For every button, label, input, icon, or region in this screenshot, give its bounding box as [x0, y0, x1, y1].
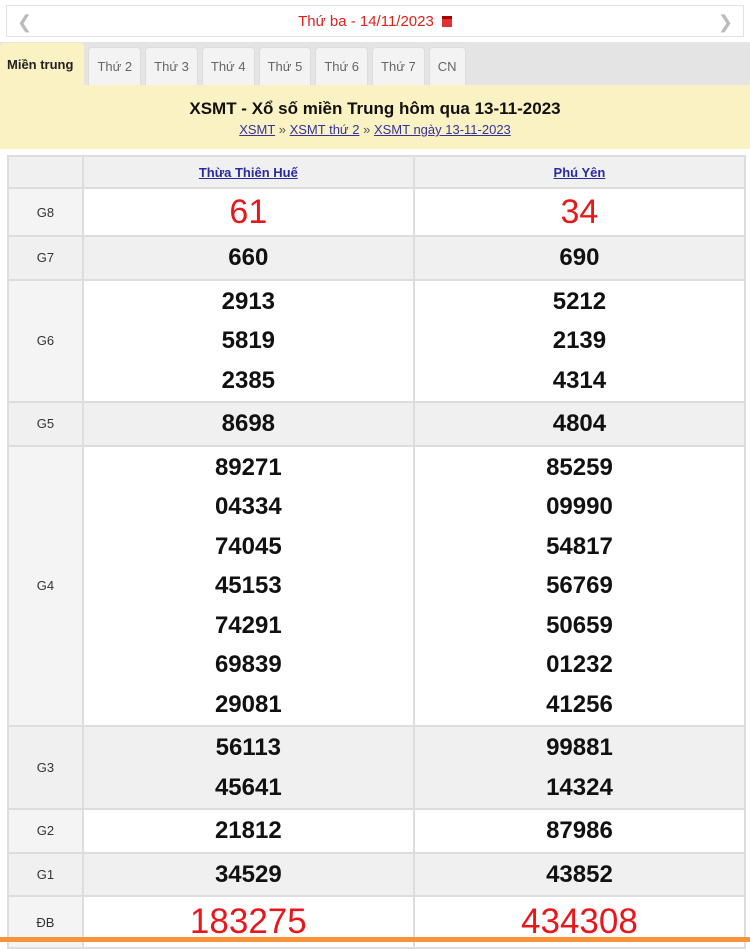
prize-cell: 34529	[81, 851, 415, 897]
prize-cell: 690	[412, 235, 747, 281]
prize-number: 21812	[214, 817, 282, 844]
prize-cell: 5212 2139 4314	[412, 278, 747, 403]
footer-bar	[0, 937, 750, 942]
prize-number: 660	[228, 244, 269, 271]
prize-number: 690	[559, 244, 600, 271]
prize-number: 2913	[221, 287, 276, 315]
prize-label: G6	[7, 278, 84, 403]
prize-number: 04334	[214, 493, 282, 520]
prize-number: 09990	[546, 493, 613, 520]
prize-number: 34	[560, 193, 599, 231]
date-label[interactable]: Thứ ba - 14/11/2023	[298, 12, 434, 30]
prize-row: G8 61 34	[7, 187, 747, 237]
prize-cell: 8698	[81, 401, 415, 447]
prize-label: G3	[7, 725, 84, 810]
prize-cell: 61	[81, 187, 415, 237]
prize-row: G6 2913 5819 2385 5212 2139 4314	[7, 278, 747, 403]
breadcrumb-separator: »	[363, 122, 371, 137]
prize-number: 14324	[546, 773, 613, 801]
tab-5[interactable]: Thứ 6	[315, 47, 369, 85]
page-title: XSMT - Xổ số miền Trung hôm qua 13-11-20…	[189, 99, 561, 118]
prize-number: 89271	[214, 453, 282, 481]
prize-number: 74045	[214, 532, 282, 560]
prize-number: 2139	[552, 327, 607, 354]
breadcrumb-xsmt[interactable]: XSMT	[239, 122, 276, 137]
prize-number: 87986	[546, 817, 613, 844]
prize-cell: 89271 04334 74045 45153 74291 69839 29081	[81, 444, 415, 727]
prize-number: 434308	[521, 902, 638, 941]
day-tabs: Miền trung Thứ 2 Thứ 3 Thứ 4 Thứ 5 Thứ 6 Thứ 7…	[0, 42, 750, 85]
tab-0[interactable]: Miền trung	[0, 43, 85, 85]
prize-header	[7, 155, 84, 189]
prize-cell: 2913 5819 2385	[81, 278, 415, 403]
prize-row: G5 8698 4804	[7, 401, 747, 447]
province-header: Phú Yên	[412, 155, 747, 189]
prize-row: G1 34529 43852	[7, 851, 747, 897]
prize-row: G2 21812 87986	[7, 808, 747, 854]
prize-cell: 4804	[412, 401, 747, 447]
prize-row: G7 660 690	[7, 235, 747, 281]
calendar-icon[interactable]	[441, 15, 452, 27]
breadcrumb: XSMT » XSMT thứ 2 » XSMT ngày 13-11-2023	[0, 122, 750, 137]
prize-label: G4	[7, 444, 84, 727]
prize-row: G4 89271 04334 74045 45153 74291 69839 29081 852…	[7, 444, 747, 727]
prize-cell: 21812	[81, 808, 415, 854]
breadcrumb-xsmt-date[interactable]: XSMT ngày 13-11-2023	[373, 122, 511, 137]
tab-1[interactable]: Thứ 2	[88, 47, 142, 85]
prize-number: 41256	[546, 690, 613, 718]
prize-label: G1	[7, 851, 84, 897]
prize-cell: 34	[412, 187, 747, 237]
prize-number: 5212	[552, 287, 607, 315]
tab-7[interactable]: CN	[428, 47, 466, 85]
prize-number: 43852	[546, 860, 613, 888]
prize-number: 45641	[214, 773, 282, 801]
prize-number: 2385	[221, 366, 276, 394]
tab-4[interactable]: Thứ 5	[258, 47, 312, 85]
prize-number: 29081	[214, 690, 282, 718]
prize-label: G2	[7, 808, 84, 854]
prize-number: 54817	[546, 532, 613, 560]
prize-number: 8698	[221, 410, 276, 437]
prize-number: 85259	[546, 453, 613, 481]
province-link[interactable]: Thừa Thiên Huế	[198, 164, 298, 180]
prize-number: 183275	[189, 902, 307, 941]
breadcrumb-xsmt-thu-2[interactable]: XSMT thứ 2	[289, 122, 360, 137]
prize-number: 99881	[546, 734, 613, 761]
province-header: Thừa Thiên Huế	[81, 155, 415, 189]
prize-label: G8	[7, 187, 84, 237]
prize-cell: 43852	[412, 851, 747, 897]
prize-row: G3 56113 45641 99881 14324	[7, 725, 747, 810]
prize-number: 4804	[552, 410, 607, 437]
prize-cell: 56113 45641	[81, 725, 415, 810]
prize-number: 4314	[552, 366, 607, 394]
prize-cell: 87986	[412, 808, 747, 854]
chevron-left-icon[interactable]: ❮	[17, 12, 33, 32]
province-link[interactable]: Phú Yên	[553, 164, 606, 180]
prize-number: 74291	[214, 611, 282, 639]
tab-3[interactable]: Thứ 4	[201, 47, 255, 85]
prize-cell: 85259 09990 54817 56769 50659 01232 41256	[412, 444, 747, 727]
results-table: Thừa Thiên Huế Phú Yên G8 61 34 G7 660 690 G6 2…	[7, 155, 747, 949]
tab-6[interactable]: Thứ 7	[372, 47, 425, 85]
chevron-right-icon[interactable]: ❯	[717, 12, 733, 32]
prize-cell: 660	[81, 235, 415, 281]
tab-2[interactable]: Thứ 3	[145, 47, 198, 85]
prize-label: G7	[7, 235, 84, 281]
prize-number: 56113	[215, 734, 282, 761]
prize-number: 45153	[214, 572, 282, 599]
prize-label: G5	[7, 401, 84, 447]
prize-number: 69839	[214, 651, 282, 678]
prize-number: 34529	[214, 860, 282, 888]
results-header: XSMT - Xổ số miền Trung hôm qua 13-11-20…	[0, 85, 750, 149]
date-bar: ❮ Thứ ba - 14/11/2023 ❯	[6, 5, 744, 37]
prize-number: 61	[229, 193, 268, 231]
breadcrumb-separator: »	[278, 122, 286, 137]
prize-number: 5819	[221, 327, 276, 354]
prize-number: 56769	[546, 572, 613, 599]
prize-number: 01232	[546, 651, 613, 678]
prize-number: 50659	[546, 611, 613, 639]
prize-cell: 99881 14324	[412, 725, 747, 810]
